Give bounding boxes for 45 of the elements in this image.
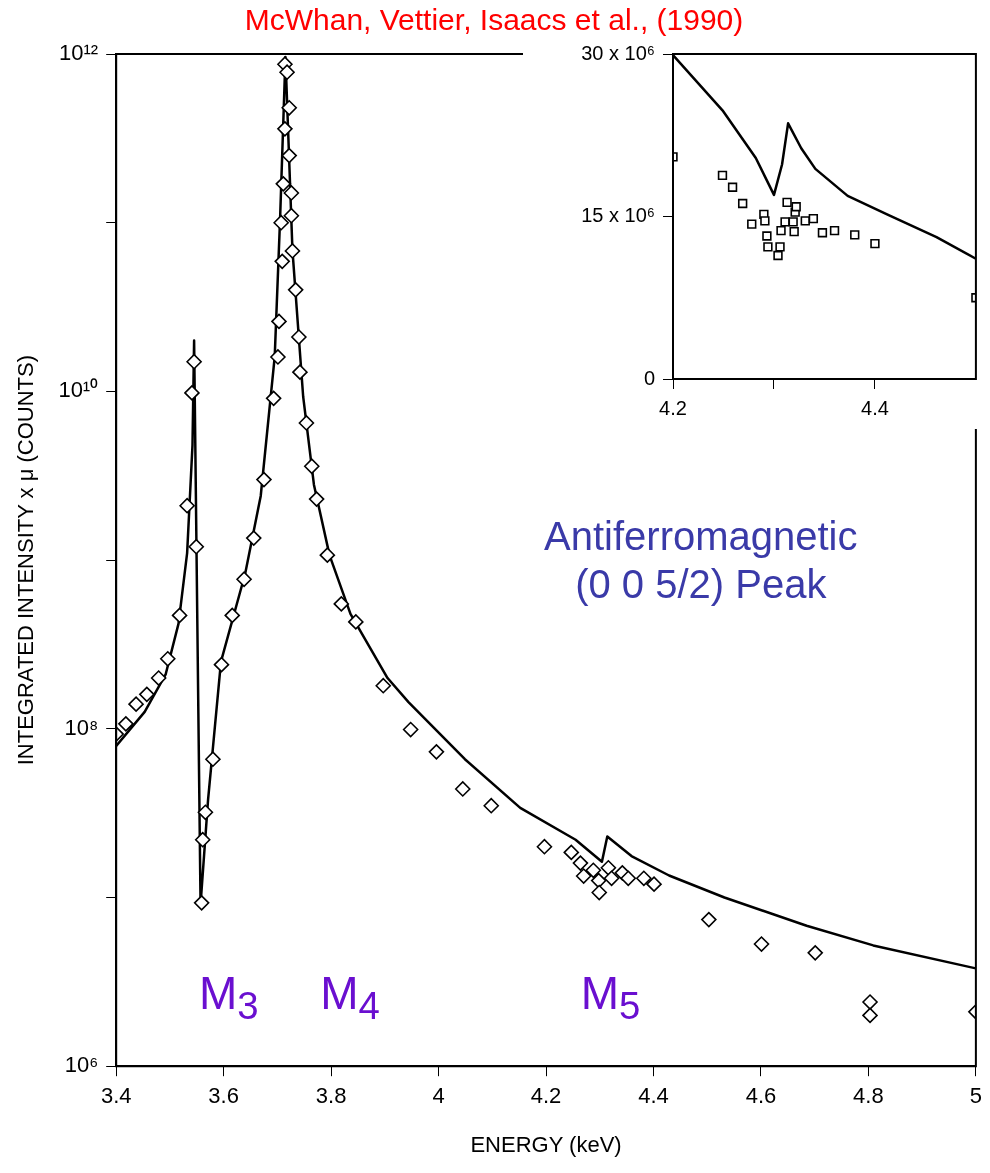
point — [773, 250, 783, 261]
point — [850, 230, 860, 240]
point — [789, 226, 799, 237]
point — [776, 225, 786, 236]
point — [763, 242, 773, 252]
x-tick-label: 4.4 — [638, 1083, 669, 1109]
y-tick-label: 10¹² — [59, 40, 99, 66]
x-tick-label: 4.8 — [853, 1083, 884, 1109]
y-tick-label: 0 — [643, 366, 655, 389]
x-axis-title: ENERGY (keV) — [470, 1131, 622, 1157]
x-tick-label: 4.4 — [861, 396, 889, 419]
y-tick-label: 10¹⁰ — [58, 377, 99, 403]
y-tick-label: 30 x 10⁶ — [581, 41, 655, 64]
x-tick-label: 3.6 — [208, 1083, 239, 1109]
point — [747, 219, 757, 229]
point — [791, 202, 801, 212]
annotation: M$_{3}$ — [198, 966, 259, 1029]
x-tick-label: 4.2 — [659, 396, 687, 419]
y-tick-label: 15 x 10⁶ — [581, 204, 655, 227]
y-tick-label: 10⁸ — [64, 714, 99, 740]
point — [762, 231, 772, 241]
point — [829, 225, 840, 236]
point — [727, 182, 738, 192]
point — [782, 197, 792, 208]
x-tick-label: 4.6 — [745, 1083, 777, 1109]
point — [717, 170, 728, 181]
annotation: Antiferromagnetic (0 0 5/2) Peak — [543, 513, 859, 609]
x-tick-label: 3.4 — [100, 1083, 132, 1109]
point — [800, 216, 810, 226]
x-tick-label: 5 — [969, 1083, 983, 1109]
chart-title: McWhan, Vettier, Isaacs et al., (1990) — [244, 3, 744, 37]
point — [788, 217, 798, 227]
point — [760, 216, 770, 226]
annotation: M$_{5}$ — [580, 966, 641, 1029]
point — [817, 228, 828, 238]
x-tick-label: 4 — [432, 1083, 445, 1109]
point — [775, 242, 785, 252]
x-tick-label: 4.2 — [530, 1083, 562, 1109]
point — [737, 198, 748, 209]
y-axis-title: INTEGRATED INTENSITY x μ (COUNTS) — [13, 354, 39, 766]
point — [870, 238, 880, 249]
annotation: M$_{4}$ — [320, 966, 380, 1029]
y-tick-label: 10⁶ — [64, 1052, 99, 1078]
x-tick-label: 3.8 — [315, 1083, 347, 1109]
point — [808, 213, 818, 224]
